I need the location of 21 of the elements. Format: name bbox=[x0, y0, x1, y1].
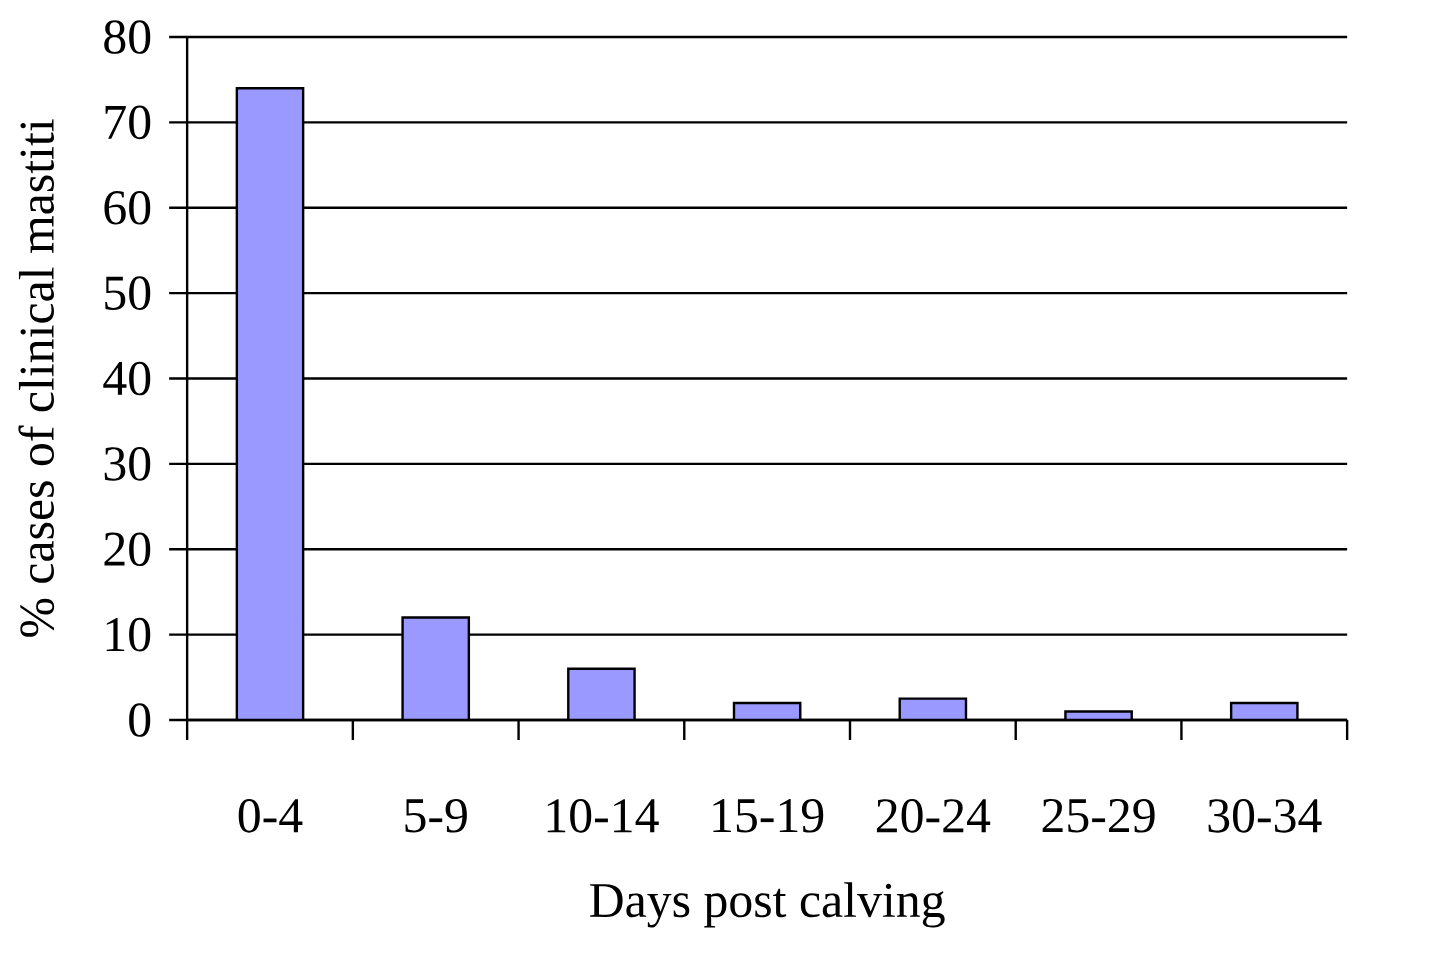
x-tick-label: 5-9 bbox=[405, 799, 467, 833]
x-tick-label: 10-14 bbox=[547, 799, 659, 833]
x-tick-label: 30-34 bbox=[1208, 799, 1322, 833]
bar bbox=[235, 87, 305, 720]
x-tick-label: 20-24 bbox=[876, 799, 991, 833]
y-tick-label: 80 bbox=[104, 20, 151, 54]
y-tick-label: 0 bbox=[129, 703, 151, 737]
y-tick-label: 70 bbox=[105, 105, 151, 140]
x-tick-label: 15-19 bbox=[713, 799, 824, 833]
bar bbox=[567, 667, 636, 720]
y-tick-label: 40 bbox=[103, 361, 151, 396]
y-axis-title: % cases of clinical mastiti bbox=[18, 119, 55, 637]
x-tick-label: 25-29 bbox=[1042, 799, 1155, 833]
y-tick-label: 10 bbox=[106, 617, 151, 652]
bar bbox=[401, 616, 471, 720]
x-axis-title: Days post calving bbox=[590, 882, 945, 928]
y-tick-label: 60 bbox=[104, 190, 151, 225]
y-tick-label: 30 bbox=[104, 447, 151, 481]
y-tick-label: 20 bbox=[104, 532, 151, 567]
y-tick-label: 50 bbox=[105, 276, 151, 310]
x-tick-label: 0-4 bbox=[238, 799, 303, 833]
